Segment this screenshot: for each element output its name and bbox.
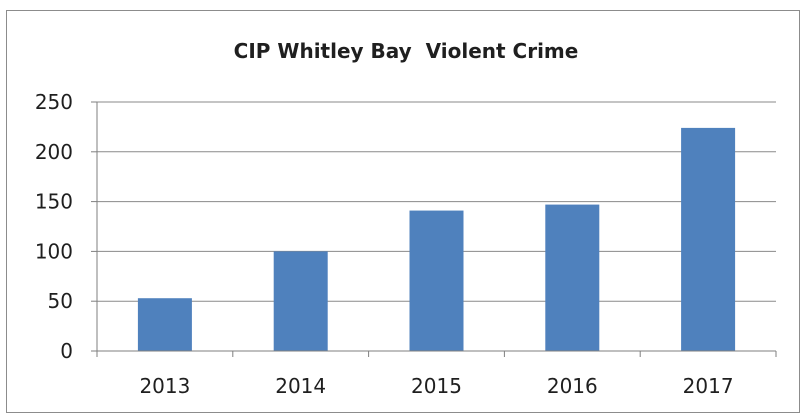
x-axis: [96, 350, 777, 357]
bar-2013: [137, 298, 192, 351]
x-axis-ticks: 2013 2014 2015 2016 2017: [139, 374, 733, 398]
y-tick-label: 200: [35, 140, 73, 164]
y-axis-ticks: 0 50 100 150 200 250: [35, 90, 98, 363]
bar-2015: [409, 210, 464, 351]
bars: [137, 127, 736, 351]
bar-2017: [681, 127, 736, 351]
x-tick-label: 2017: [683, 374, 734, 398]
bar-2016: [545, 204, 600, 351]
x-tick-label: 2016: [547, 374, 598, 398]
y-tick-label: 100: [35, 239, 73, 263]
y-tick-label: 250: [35, 90, 73, 114]
y-tick-label: 150: [35, 190, 73, 214]
y-tick-label: 0: [60, 339, 73, 363]
bar-2014: [273, 251, 328, 351]
x-tick-label: 2014: [275, 374, 326, 398]
x-tick-label: 2013: [139, 374, 190, 398]
x-tick-label: 2015: [411, 374, 462, 398]
chart-title: CIP Whitley Bay Violent Crime: [234, 39, 579, 63]
y-tick-label: 50: [48, 289, 73, 313]
